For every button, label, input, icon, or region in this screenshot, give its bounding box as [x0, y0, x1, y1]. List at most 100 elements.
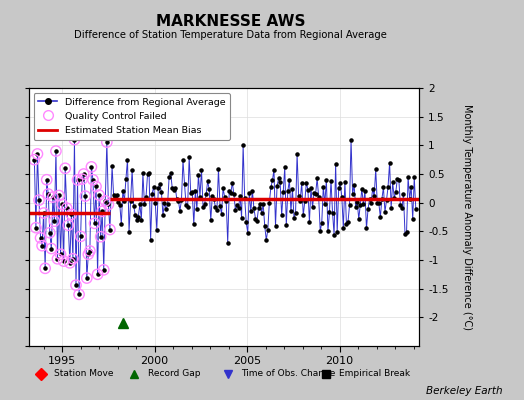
- Point: [55, 192, 63, 199]
- Point: [83, 275, 91, 281]
- Point: [407, 183, 416, 190]
- Point: [208, 193, 216, 199]
- Point: [390, 194, 398, 201]
- Point: [47, 245, 56, 252]
- Point: [111, 194, 119, 201]
- Point: [332, 160, 340, 167]
- Point: [96, 234, 105, 240]
- Point: [75, 291, 83, 298]
- Point: [38, 242, 46, 249]
- Point: [134, 214, 143, 220]
- Point: [283, 188, 292, 194]
- Point: [174, 197, 182, 204]
- Point: [203, 178, 212, 184]
- Point: [47, 245, 56, 252]
- Point: [291, 210, 300, 216]
- Point: [386, 159, 394, 166]
- Legend: Difference from Regional Average, Quality Control Failed, Estimated Station Mean: Difference from Regional Average, Qualit…: [34, 93, 230, 140]
- Point: [36, 235, 45, 241]
- Point: [296, 198, 304, 204]
- Point: [242, 219, 250, 226]
- Point: [96, 234, 105, 240]
- Point: [267, 184, 275, 190]
- Point: [256, 201, 264, 207]
- Point: [231, 207, 239, 213]
- Point: [123, 156, 132, 163]
- Text: MARKNESSE AWS: MARKNESSE AWS: [156, 14, 305, 29]
- Point: [370, 193, 378, 199]
- Point: [67, 211, 75, 218]
- Point: [59, 258, 68, 264]
- Point: [239, 142, 247, 148]
- Point: [373, 200, 381, 206]
- Point: [113, 192, 121, 198]
- Point: [381, 209, 389, 215]
- Point: [131, 211, 139, 218]
- Point: [304, 186, 312, 193]
- Point: [213, 207, 221, 214]
- Point: [86, 248, 94, 254]
- Point: [84, 251, 93, 258]
- Point: [126, 198, 135, 204]
- Point: [350, 182, 358, 188]
- Point: [53, 256, 62, 262]
- Point: [250, 205, 258, 212]
- Point: [75, 291, 83, 298]
- Point: [183, 204, 192, 210]
- Point: [247, 208, 255, 215]
- Point: [78, 176, 86, 182]
- Point: [322, 176, 331, 183]
- Point: [116, 201, 124, 208]
- Point: [170, 186, 178, 193]
- Point: [319, 184, 328, 190]
- Point: [101, 198, 110, 204]
- Point: [279, 189, 287, 195]
- Point: [234, 205, 243, 211]
- Point: [353, 199, 362, 205]
- Text: Berkeley Earth: Berkeley Earth: [427, 386, 503, 396]
- Point: [80, 171, 88, 177]
- Point: [396, 202, 405, 208]
- Point: [78, 176, 86, 182]
- Point: [383, 197, 391, 203]
- Point: [399, 191, 408, 198]
- Point: [376, 214, 385, 220]
- Point: [337, 194, 346, 200]
- Point: [42, 176, 51, 183]
- Point: [324, 228, 332, 234]
- Point: [270, 166, 278, 173]
- Point: [199, 204, 207, 210]
- Point: [395, 176, 403, 183]
- Point: [268, 177, 277, 184]
- Point: [352, 204, 360, 210]
- Point: [32, 224, 40, 231]
- Point: [154, 185, 162, 191]
- Point: [41, 265, 49, 272]
- Point: [59, 258, 68, 264]
- Point: [368, 186, 377, 192]
- Point: [275, 175, 283, 182]
- Point: [62, 205, 71, 211]
- Point: [77, 233, 85, 240]
- Point: [282, 222, 290, 228]
- Point: [409, 216, 417, 223]
- Point: [106, 226, 114, 233]
- Point: [84, 251, 93, 258]
- Point: [149, 183, 158, 190]
- Point: [228, 180, 236, 186]
- Point: [388, 179, 397, 186]
- Point: [230, 191, 238, 198]
- Point: [384, 184, 392, 190]
- Point: [365, 195, 374, 202]
- Point: [301, 198, 309, 205]
- Point: [367, 199, 375, 206]
- Point: [334, 185, 343, 192]
- Point: [42, 176, 51, 183]
- Point: [69, 256, 77, 262]
- Point: [308, 204, 316, 211]
- Point: [106, 226, 114, 233]
- Point: [257, 210, 266, 216]
- Point: [222, 197, 231, 204]
- Point: [168, 184, 177, 191]
- Point: [145, 170, 154, 176]
